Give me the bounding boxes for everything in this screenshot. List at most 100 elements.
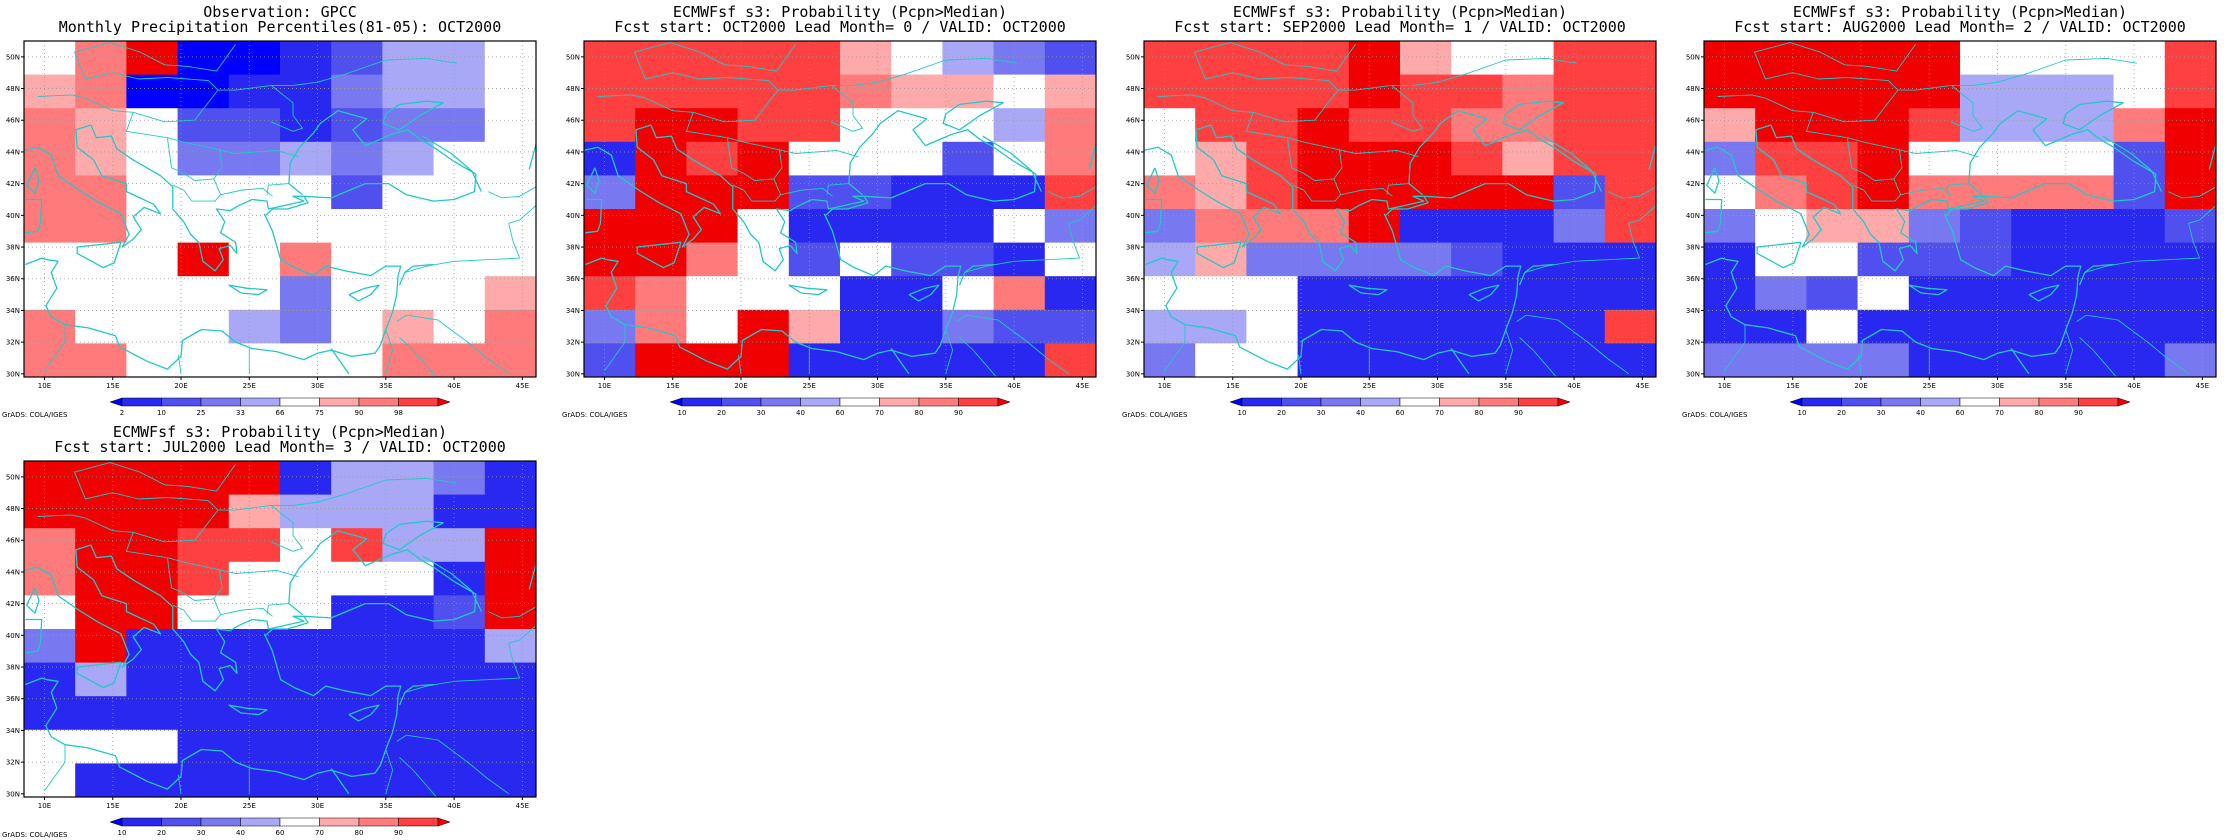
- coastline: [26, 167, 40, 194]
- grid-cell: [382, 141, 435, 176]
- coastline: [76, 241, 122, 269]
- grid-cell: [1502, 309, 1555, 344]
- grid-cell: [1195, 41, 1247, 76]
- grid-cell: [1297, 74, 1350, 109]
- grid-cell: [433, 343, 486, 378]
- grid-cell: [1144, 209, 1196, 244]
- border-line: [964, 186, 1096, 273]
- colorbar-label: 60: [1396, 409, 1405, 417]
- colorbar-label: 10: [678, 409, 687, 417]
- grid-cell: [280, 41, 332, 76]
- longitude-label: 15E: [666, 382, 679, 390]
- grid-cell: [331, 175, 383, 210]
- colorbar-segment: [200, 397, 241, 407]
- grid-cell: [228, 729, 281, 764]
- grid-cell: [280, 763, 332, 798]
- grid-cell: [635, 141, 687, 176]
- grid-cell: [177, 763, 230, 798]
- grid-cell: [1451, 242, 1503, 277]
- grid-cell: [1604, 74, 1657, 109]
- grid-cell: [484, 629, 537, 664]
- grid-cell: [891, 242, 943, 277]
- grid-cell: [1348, 309, 1401, 344]
- longitude-label: 45E: [2196, 382, 2209, 390]
- grid-cell: [737, 276, 790, 311]
- longitude-label: 40E: [1567, 382, 1580, 390]
- coastline: [636, 241, 682, 269]
- grid-cell: [24, 729, 76, 764]
- colorbar-segment: [121, 817, 162, 827]
- grid-cell: [2113, 41, 2166, 76]
- grid-cell: [1604, 141, 1657, 176]
- colorbar: 10 20 30 40 60 70 80 90: [1789, 397, 2131, 417]
- border-line: [266, 183, 289, 195]
- grid-cell: [635, 276, 687, 311]
- grid-cell: [1348, 74, 1401, 109]
- coastline: [382, 520, 444, 551]
- grid-cell: [1908, 108, 1961, 143]
- coastline: [398, 263, 434, 286]
- coastline: [982, 135, 1042, 192]
- grid-cell: [177, 343, 230, 378]
- grid-cell: [1144, 343, 1196, 378]
- grid-cell: [1044, 209, 1097, 244]
- border-line: [399, 757, 437, 797]
- grid-cell: [1400, 41, 1452, 76]
- grid-cell: [1297, 175, 1350, 210]
- coastline: [1144, 124, 1282, 248]
- grid-cell: [1908, 209, 1961, 244]
- grid-cell: [1297, 276, 1350, 311]
- grid-cell: [840, 41, 892, 76]
- grid-cell: [1297, 141, 1350, 176]
- grid-cell: [75, 141, 127, 176]
- grid-cell: [24, 629, 76, 664]
- grid-cell: [280, 494, 332, 529]
- grid-cell: [280, 209, 332, 244]
- coastline: [2208, 142, 2216, 170]
- longitude-label: 15E: [106, 382, 119, 390]
- latitude-label: 38N: [566, 244, 580, 252]
- border-line: [44, 744, 66, 791]
- latitude-label: 44N: [1686, 148, 1700, 156]
- latitude-label: 32N: [566, 339, 580, 347]
- coastlines: [24, 42, 536, 377]
- border-line: [1524, 186, 1656, 273]
- grid-cell: [2011, 74, 2063, 109]
- coastlines: [24, 462, 536, 797]
- border-line: [1717, 57, 2137, 123]
- coastline: [890, 348, 910, 375]
- longitude-label: 20E: [174, 382, 187, 390]
- colorbar-label: 20: [1837, 409, 1846, 417]
- colorbar-segment: [358, 817, 399, 827]
- grid-cell: [2011, 209, 2063, 244]
- grid-cell: [1960, 242, 2012, 277]
- panel-title-line2: Fcst start: JUL2000 Lead Month= 3 / VALI…: [54, 438, 506, 456]
- grid-cell: [1857, 108, 1910, 143]
- latitude-label: 32N: [1126, 339, 1140, 347]
- coastline: [1945, 195, 1989, 216]
- colorbar-label: 60: [276, 829, 285, 837]
- border-line: [404, 186, 536, 273]
- border-line: [2079, 337, 2117, 377]
- grid-cell: [484, 276, 537, 311]
- coastline: [586, 167, 600, 194]
- border-line: [945, 329, 954, 374]
- grid-cell: [177, 175, 230, 210]
- panel-title-line2: Fcst start: AUG2000 Lead Month= 2 / VALI…: [1734, 18, 2186, 36]
- colorbar-segment: [2038, 397, 2079, 407]
- grid-cell: [840, 209, 892, 244]
- colorbar-label: 60: [836, 409, 845, 417]
- map-frame: [583, 40, 1097, 378]
- grid-cell: [433, 696, 486, 731]
- panel-title-line2: Monthly Precipitation Percentiles(81-05)…: [58, 18, 502, 36]
- latitude-label: 46N: [6, 117, 20, 125]
- latitude-label: 30N: [1686, 370, 1700, 378]
- grid-cell: [942, 141, 995, 176]
- colorbar-segment: [398, 817, 439, 827]
- colorbar-segment: [279, 817, 320, 827]
- colorbar-segment: [1478, 397, 1519, 407]
- grid-cell: [1704, 343, 1756, 378]
- latitude-label: 48N: [566, 85, 580, 93]
- grid-cell: [433, 461, 486, 496]
- grads-credit: GrADS: COLA/IGES: [2, 831, 68, 839]
